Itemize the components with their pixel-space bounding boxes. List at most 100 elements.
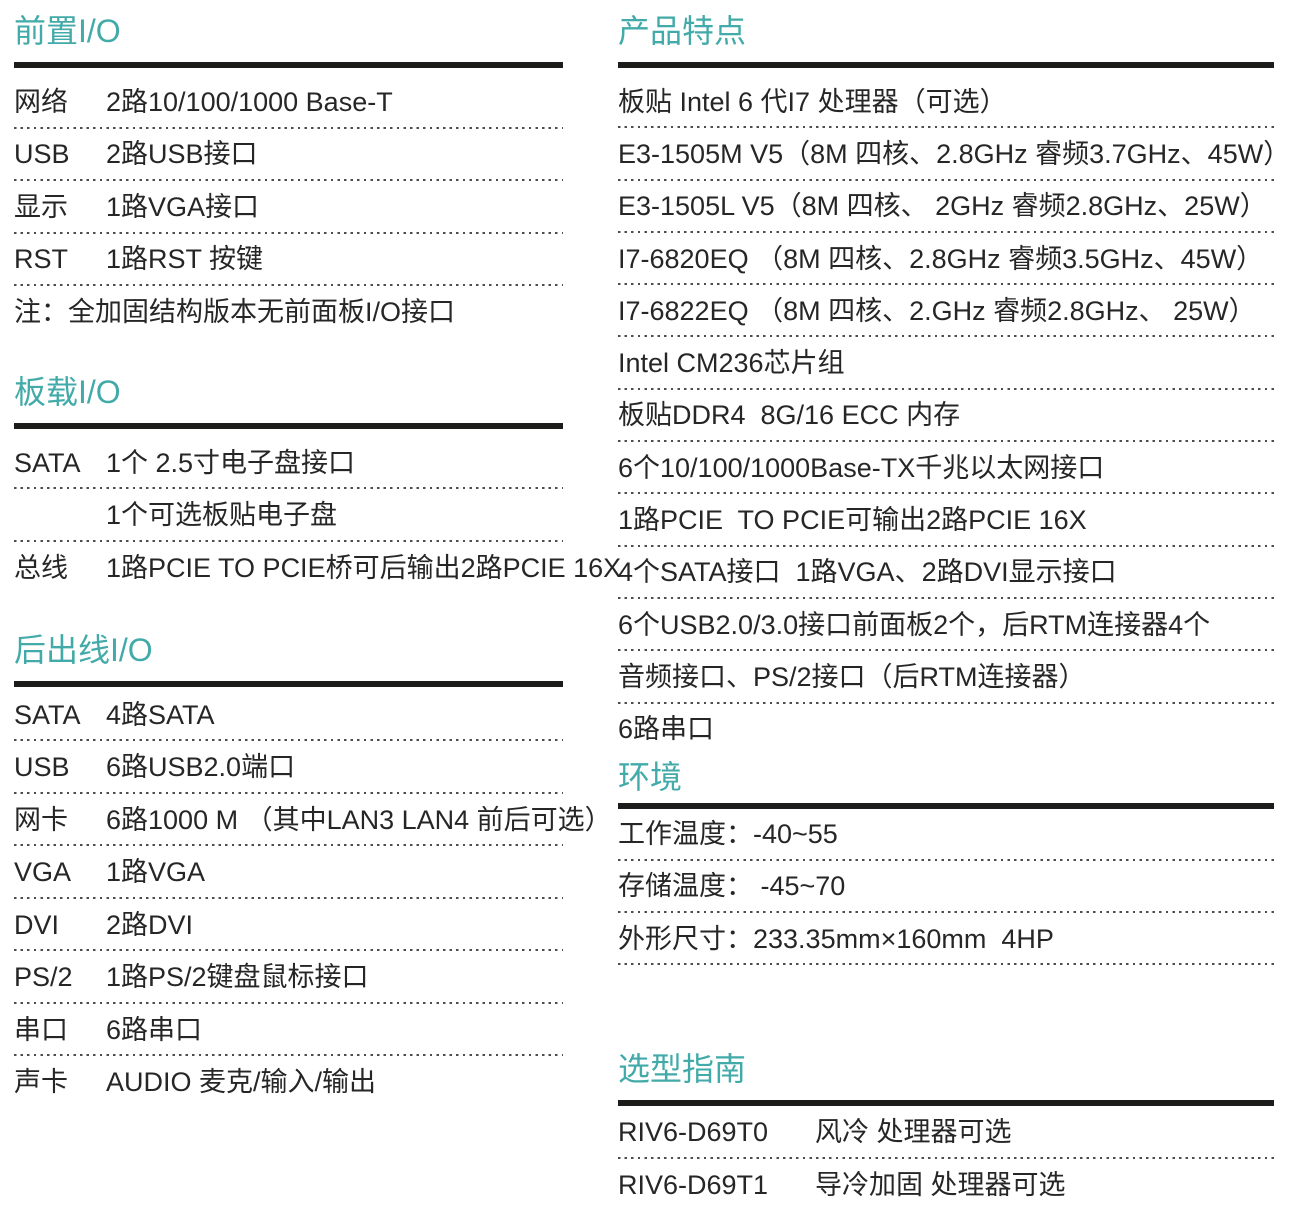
spec-row: PS/2 1路PS/2键盘鼠标接口: [14, 951, 563, 1005]
env-value: -45~70: [753, 871, 846, 902]
spec-row: 声卡 AUDIO 麦克/输入/输出: [14, 1057, 563, 1110]
feature-row: 4个SATA接口 1路VGA、2路DVI显示接口: [618, 547, 1274, 600]
feature-text: 6路串口: [618, 714, 715, 745]
spec-row: RST 1路RST 按键: [14, 233, 563, 287]
model-desc: 导冷加固 处理器可选: [815, 1169, 1066, 1200]
note-row: 注： 全加固结构版本无前面板I/O接口: [14, 286, 563, 339]
model-row: RIV6-D69T0 风冷 处理器可选: [618, 1105, 1274, 1159]
row-label: PS/2: [14, 962, 73, 993]
section-rule: [14, 681, 563, 688]
feature-text: Intel CM236芯片组: [618, 348, 845, 379]
row-value: 2路USB接口: [106, 139, 258, 170]
feature-rows: 板贴 Intel 6 代I7 处理器（可选） E3-1505M V5（8M 四核…: [618, 68, 1290, 756]
feature-row: E3-1505L V5（8M 四核、 2GHz 睿频2.8GHz、25W）: [618, 180, 1274, 234]
env-row: 外形尺寸： 233.35mm×160mm 4HP: [618, 913, 1274, 966]
feature-text: I7-6822EQ （8M 四核、2.GHz 睿频2.8GHz、 25W）: [618, 295, 1256, 326]
row-label: 声卡: [14, 1067, 68, 1098]
feature-row: 音频接口、PS/2接口（后RTM连接器）: [618, 651, 1274, 704]
onboard-io-rows: SATA 1个 2.5寸电子盘接口 1个可选板贴电子盘 总线 1路PCIE TO…: [14, 429, 621, 595]
section-rule: [618, 1099, 1274, 1106]
row-value: 1路PCIE TO PCIE桥可后输出2路PCIE 16X: [106, 552, 622, 583]
feature-text: E3-1505L V5（8M 四核、 2GHz 睿频2.8GHz、25W）: [618, 191, 1267, 222]
model-row: RIV6-D69T1 导冷加固 处理器可选: [618, 1159, 1274, 1212]
feature-row: 板贴 Intel 6 代I7 处理器（可选）: [618, 76, 1274, 129]
row-label: 总线: [14, 552, 68, 583]
spec-row: USB 2路USB接口: [14, 128, 563, 182]
environment-rows: 工作温度： -40~55 存储温度： -45~70 外形尺寸： 233.35mm…: [618, 808, 1274, 966]
section-rear-io: 后出线I/O SATA 4路SATA USB 6路USB2.0端口 网卡 6路1…: [14, 631, 612, 1110]
section-front-io: 前置I/O 网络 2路10/100/1000 Base-T USB 2路USB接…: [14, 12, 563, 339]
model-name: RIV6-D69T1: [618, 1169, 769, 1200]
section-title-front-io: 前置I/O: [14, 13, 121, 49]
row-value: 1路RST 按键: [106, 244, 264, 275]
row-label: RST: [14, 244, 68, 275]
note-text: 全加固结构版本无前面板I/O接口: [68, 296, 456, 327]
feature-row: I7-6820EQ （8M 四核、2.8GHz 睿频3.5GHz、45W）: [618, 233, 1274, 286]
spec-row: USB 6路USB2.0端口: [14, 741, 563, 795]
feature-row: E3-1505M V5（8M 四核、2.8GHz 睿频3.7GHz、45W）: [618, 128, 1290, 181]
section-onboard-io: 板载I/O SATA 1个 2.5寸电子盘接口 1个可选板贴电子盘 总线 1路P…: [14, 373, 621, 595]
env-label: 存储温度：: [618, 871, 753, 902]
row-label: SATA: [14, 699, 81, 730]
feature-text: 1路PCIE TO PCIE可输出2路PCIE 16X: [618, 505, 1087, 536]
row-value: 6路1000 M （其中LAN3 LAN4 前后可选）: [106, 804, 612, 835]
env-value: -40~55: [753, 818, 838, 849]
env-label: 工作温度：: [618, 818, 753, 849]
feature-text: 6个USB2.0/3.0接口前面板2个，后RTM连接器4个: [618, 609, 1211, 640]
rear-io-rows: SATA 4路SATA USB 6路USB2.0端口 网卡 6路1000 M （…: [14, 687, 612, 1110]
env-value: 233.35mm×160mm 4HP: [753, 923, 1054, 954]
spec-row: 总线 1路PCIE TO PCIE桥可后输出2路PCIE 16X: [14, 542, 621, 595]
section-features: 产品特点 板贴 Intel 6 代I7 处理器（可选） E3-1505M V5（…: [618, 12, 1290, 756]
feature-text: I7-6820EQ （8M 四核、2.8GHz 睿频3.5GHz、45W）: [618, 243, 1264, 274]
section-rule: [618, 802, 1274, 809]
env-row: 存储温度： -45~70: [618, 860, 1274, 914]
spec-row: SATA 4路SATA: [14, 689, 563, 742]
row-label: 显示: [14, 191, 68, 222]
row-label: 网卡: [14, 804, 68, 835]
row-label: USB: [14, 752, 70, 783]
env-row: 工作温度： -40~55: [618, 808, 1274, 861]
model-desc: 风冷 处理器可选: [815, 1116, 1012, 1147]
row-value: 2路10/100/1000 Base-T: [106, 86, 393, 117]
spec-row: 网络 2路10/100/1000 Base-T: [14, 76, 563, 129]
row-label: 网络: [14, 86, 68, 117]
row-value: 1路PS/2键盘鼠标接口: [106, 962, 369, 993]
row-label: DVI: [14, 909, 60, 940]
feature-text: 板贴 Intel 6 代I7 处理器（可选）: [618, 86, 1007, 117]
model-name: RIV6-D69T0: [618, 1116, 769, 1147]
feature-text: 板贴DDR4 8G/16 ECC 内存: [618, 400, 961, 431]
right-column: 产品特点 板贴 Intel 6 代I7 处理器（可选） E3-1505M V5（…: [618, 12, 1290, 1218]
feature-row: I7-6822EQ （8M 四核、2.GHz 睿频2.8GHz、 25W）: [618, 285, 1274, 338]
row-value: 6路USB2.0端口: [106, 752, 296, 783]
row-label: VGA: [14, 857, 72, 888]
section-rule: [618, 62, 1274, 69]
section-environment: 环境 工作温度： -40~55 存储温度： -45~70 外形尺寸： 233.3…: [618, 758, 1274, 966]
section-title-onboard-io: 板载I/O: [14, 373, 121, 410]
front-io-rows: 网络 2路10/100/1000 Base-T USB 2路USB接口 显示 1…: [14, 68, 563, 339]
section-rule: [14, 423, 563, 430]
row-value: 1路VGA接口: [106, 191, 260, 222]
feature-text: 音频接口、PS/2接口（后RTM连接器）: [618, 661, 1086, 692]
section-title-features: 产品特点: [618, 13, 747, 49]
feature-text: E3-1505M V5（8M 四核、2.8GHz 睿频3.7GHz、45W）: [618, 138, 1291, 169]
feature-row: 6个USB2.0/3.0接口前面板2个，后RTM连接器4个: [618, 599, 1274, 652]
row-label: USB: [14, 139, 70, 170]
note-label: 注：: [14, 296, 68, 327]
section-selection-guide: 选型指南 RIV6-D69T0 风冷 处理器可选 RIV6-D69T1 导冷加固…: [618, 1050, 1274, 1212]
spec-row: 网卡 6路1000 M （其中LAN3 LAN4 前后可选）: [14, 794, 612, 847]
feature-text: 6个10/100/1000Base-TX千兆以太网接口: [618, 452, 1105, 483]
spec-row: 1个可选板贴电子盘: [14, 489, 563, 543]
row-value: 1个可选板贴电子盘: [106, 500, 338, 531]
feature-row: Intel CM236芯片组: [618, 337, 1274, 391]
section-title-rear-io: 后出线I/O: [14, 631, 153, 668]
feature-row: 6个10/100/1000Base-TX千兆以太网接口: [618, 442, 1274, 495]
section-rule: [14, 62, 563, 69]
spec-row: 串口 6路串口: [14, 1004, 563, 1057]
feature-row: 板贴DDR4 8G/16 ECC 内存: [618, 390, 1274, 443]
row-value: 4路SATA: [106, 699, 215, 730]
row-value: AUDIO 麦克/输入/输出: [106, 1067, 377, 1098]
row-value: 1路VGA: [106, 857, 206, 888]
row-value: 2路DVI: [106, 909, 194, 940]
row-label: 串口: [14, 1014, 68, 1045]
